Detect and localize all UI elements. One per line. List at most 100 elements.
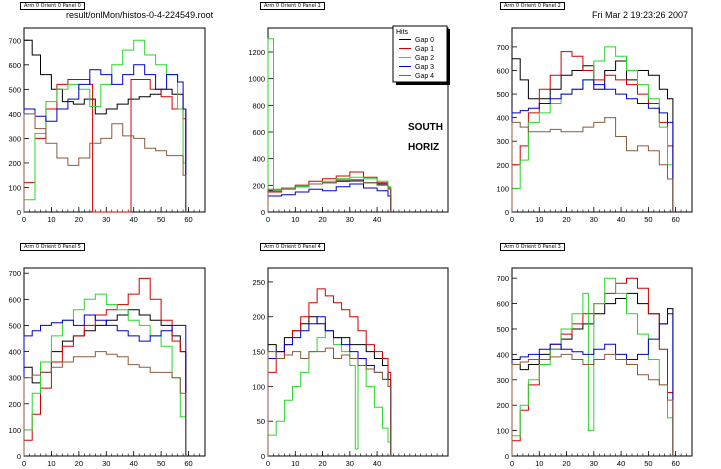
y-tick-label: 300 <box>496 376 509 385</box>
pad-title-1: Arm 0 Orient 0 Panel 1 <box>260 2 325 10</box>
x-tick-label: 10 <box>291 459 299 468</box>
pad-title-5: Arm 0 Orient 0 Panel 3 <box>500 243 565 251</box>
legend-entry: Gap 0 <box>415 37 434 44</box>
pad-title-3: Arm 0 Orient 0 Panel 5 <box>20 243 85 251</box>
y-tick-label: 0 <box>17 452 21 461</box>
series-gap-2 <box>23 39 187 212</box>
x-tick-label: 30 <box>102 459 110 468</box>
series-gap-3 <box>267 183 392 212</box>
legend-shadow <box>447 29 450 85</box>
x-tick-label: 60 <box>184 459 192 468</box>
x-tick-label: 0 <box>510 459 514 468</box>
x-tick-label: 30 <box>346 459 354 468</box>
y-tick-label: 600 <box>252 128 265 137</box>
series-gap-4 <box>23 113 187 212</box>
y-tick-label: 500 <box>8 85 21 94</box>
x-tick-label: 20 <box>562 459 570 468</box>
y-tick-label: 100 <box>496 427 509 436</box>
x-tick-label: 20 <box>318 459 326 468</box>
series-gap-1 <box>267 288 392 456</box>
x-tick-label: 50 <box>644 459 652 468</box>
series-gap-1 <box>23 277 187 456</box>
x-tick-label: 10 <box>291 215 299 224</box>
x-tick-label: 50 <box>157 215 165 224</box>
y-tick-label: 0 <box>261 208 265 217</box>
series-gap-4 <box>511 353 674 456</box>
series-gap-2 <box>511 277 674 456</box>
series-gap-4 <box>267 179 392 212</box>
x-tick-label: 0 <box>22 459 26 468</box>
x-tick-label: 0 <box>266 459 270 468</box>
legend-entry: Gap 1 <box>415 46 434 53</box>
y-tick-label: 0 <box>17 208 21 217</box>
series-gap-4 <box>511 117 674 212</box>
y-tick-label: 100 <box>8 183 21 192</box>
file-path-label: result/onlMon/histos-0-4-224549.root <box>66 10 214 20</box>
plot-frame-0 <box>23 27 206 213</box>
y-tick-label: 0 <box>505 208 509 217</box>
y-tick-label: 500 <box>496 90 509 99</box>
y-tick-label: 100 <box>252 382 265 391</box>
x-tick-label: 40 <box>617 215 625 224</box>
y-tick-label: 1000 <box>248 75 265 84</box>
x-tick-label: 50 <box>157 459 165 468</box>
legend-entry: Gap 2 <box>415 55 434 62</box>
x-tick-label: 60 <box>671 459 679 468</box>
x-tick-label: 0 <box>266 215 270 224</box>
y-tick-label: 200 <box>8 400 21 409</box>
y-tick-label: 700 <box>8 269 21 278</box>
y-tick-label: 200 <box>496 401 509 410</box>
y-tick-label: 400 <box>496 114 509 123</box>
x-tick-label: 40 <box>617 459 625 468</box>
y-tick-label: 0 <box>261 452 265 461</box>
y-tick-label: 400 <box>8 348 21 357</box>
x-tick-label: 40 <box>373 459 381 468</box>
pad-title-0: Arm 0 Orient 0 Panel 0 <box>20 2 85 10</box>
y-tick-label: 300 <box>496 137 509 146</box>
annotation-text: HORIZ <box>408 142 439 153</box>
y-tick-label: 300 <box>8 374 21 383</box>
y-tick-label: 700 <box>8 36 21 45</box>
y-tick-label: 250 <box>252 278 265 287</box>
x-tick-label: 50 <box>644 215 652 224</box>
series-gap-3 <box>23 64 187 212</box>
y-tick-label: 50 <box>257 417 265 426</box>
series-gap-4 <box>23 351 187 456</box>
y-tick-label: 100 <box>496 184 509 193</box>
y-tick-label: 800 <box>252 101 265 110</box>
series-gap-1 <box>511 277 674 456</box>
x-tick-label: 30 <box>346 215 354 224</box>
x-tick-label: 20 <box>75 215 83 224</box>
series-gap-3 <box>511 79 674 212</box>
x-tick-label: 60 <box>184 215 192 224</box>
y-tick-label: 1200 <box>248 48 265 57</box>
series-gap-0 <box>267 179 392 212</box>
pad-title-4: Arm 0 Orient 0 Panel 4 <box>260 243 325 251</box>
series-gap-2 <box>23 293 187 456</box>
y-tick-label: 200 <box>252 313 265 322</box>
x-tick-label: 10 <box>535 459 543 468</box>
y-tick-label: 200 <box>8 159 21 168</box>
series-gap-0 <box>511 58 674 212</box>
x-tick-label: 40 <box>130 215 138 224</box>
datetime-label: Fri Mar 2 19:23:26 2007 <box>592 10 689 20</box>
y-tick-label: 600 <box>496 66 509 75</box>
x-tick-label: 0 <box>22 215 26 224</box>
x-tick-label: 30 <box>102 215 110 224</box>
series-gap-4 <box>267 347 392 456</box>
y-tick-label: 700 <box>496 274 509 283</box>
series-gap-3 <box>511 313 674 456</box>
series-gap-3 <box>23 314 187 456</box>
y-tick-label: 400 <box>8 110 21 119</box>
y-tick-label: 400 <box>252 155 265 164</box>
y-tick-label: 150 <box>252 348 265 357</box>
y-tick-label: 400 <box>496 350 509 359</box>
annotation-text: SOUTH <box>408 122 443 133</box>
series-gap-2 <box>267 38 392 212</box>
y-tick-label: 100 <box>8 426 21 435</box>
y-tick-label: 300 <box>8 134 21 143</box>
y-tick-label: 500 <box>8 321 21 330</box>
x-tick-label: 20 <box>318 215 326 224</box>
x-tick-label: 40 <box>130 459 138 468</box>
